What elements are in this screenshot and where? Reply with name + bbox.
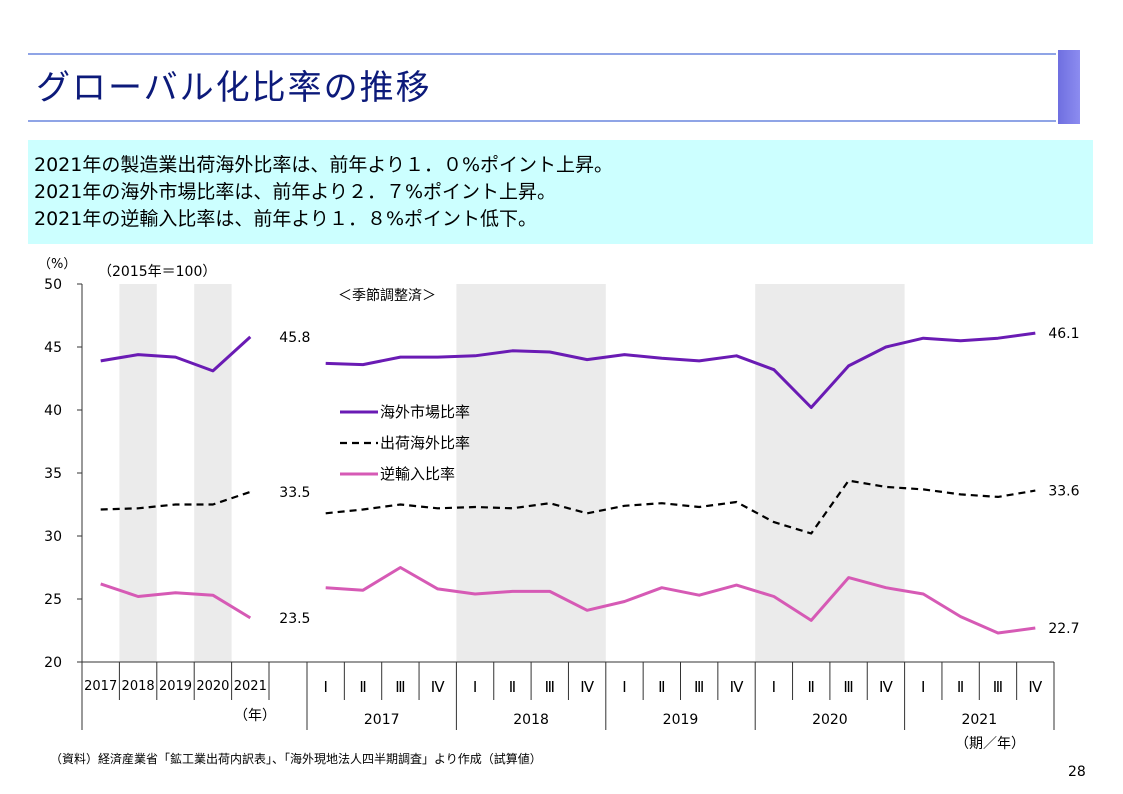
- x-quarter-tick-label: Ⅲ: [545, 678, 555, 696]
- x-quarter-tick-label: Ⅱ: [658, 678, 665, 696]
- x-quarter-tick-label: Ⅱ: [808, 678, 815, 696]
- x-year-label: 2021: [961, 712, 997, 728]
- x-quarter-tick-label: Ⅲ: [843, 678, 853, 696]
- page-number: 28: [1068, 764, 1086, 780]
- shade-quarterly-2018: [456, 284, 606, 662]
- x-annual-tick-label: 2018: [122, 679, 155, 694]
- quarterly-end-label: 33.6: [1048, 484, 1079, 500]
- x-quarterly-unit-label: （期／年）: [955, 736, 1025, 752]
- annual-end-label: 23.5: [279, 611, 310, 627]
- shade-annual-2018: [119, 284, 157, 662]
- globalization-ratio-chart: 20 25 30 35 40 45 50 （%） （2015年＝100） ＜季節調整済＞ 2017 2…: [38, 257, 1080, 752]
- quarterly-series-line-逆輸入比率: [325, 566, 1036, 635]
- title-rule-top: [28, 53, 1056, 55]
- summary-box: 2021年の製造業出荷海外比率は、前年より１．０%ポイント上昇。 2021年の海…: [28, 140, 1093, 244]
- legend-label: 出荷海外比率: [380, 434, 470, 452]
- x-year-label: 2020: [812, 712, 848, 728]
- x-quarter-tick-label: Ⅰ: [473, 678, 477, 696]
- x-quarter-tick-label: Ⅲ: [694, 678, 704, 696]
- x-annual-tick-label: 2019: [159, 679, 192, 694]
- y-tick-label: 25: [44, 592, 62, 608]
- quarterly-series-line-出荷海外比率: [325, 479, 1036, 535]
- quarterly-end-label: 46.1: [1048, 326, 1079, 342]
- x-quarter-tick-label: Ⅱ: [359, 678, 366, 696]
- shade-annual-2020: [194, 284, 232, 662]
- x-quarter-tick-label: Ⅰ: [921, 678, 925, 696]
- x-quarter-tick-label: Ⅱ: [509, 678, 516, 696]
- summary-line-2: 2021年の海外市場比率は、前年より２．７%ポイント上昇。: [34, 181, 557, 203]
- title-accent-block: [1058, 50, 1080, 124]
- x-annual-unit-label: （年）: [234, 708, 276, 724]
- x-quarter-tick-label: Ⅳ: [431, 678, 445, 696]
- annual-end-label: 45.8: [279, 330, 310, 346]
- y-tick-label: 35: [44, 466, 62, 482]
- annual-end-label: 33.5: [279, 485, 310, 501]
- summary-line-3: 2021年の逆輸入比率は、前年より１．８%ポイント低下。: [34, 208, 538, 230]
- x-annual-tick-label: 2020: [196, 679, 229, 694]
- quarterly-end-label: 22.7: [1048, 621, 1079, 637]
- x-year-label: 2018: [513, 712, 549, 728]
- x-quarter-tick-label: Ⅱ: [957, 678, 964, 696]
- x-quarter-tick-label: Ⅰ: [323, 678, 327, 696]
- x-quarter-tick-label: Ⅰ: [772, 678, 776, 696]
- y-tick-label: 45: [44, 340, 62, 356]
- base-note: （2015年＝100）: [98, 264, 216, 280]
- x-year-label: 2017: [364, 712, 400, 728]
- source-note: （資料）経済産業省「鉱工業出荷内訳表」、「海外現地法人四半期調査」より作成（試算…: [50, 752, 542, 766]
- x-quarter-tick-label: Ⅰ: [622, 678, 626, 696]
- x-quarter-tick-label: Ⅲ: [395, 678, 405, 696]
- title-rule-bottom: [28, 120, 1056, 122]
- x-annual-tick-label: 2017: [84, 679, 117, 694]
- x-quarter-tick-label: Ⅳ: [879, 678, 893, 696]
- y-tick-label: 40: [44, 403, 62, 419]
- x-annual-tick-label: 2021: [234, 679, 267, 694]
- x-quarter-tick-label: Ⅳ: [1028, 678, 1042, 696]
- quarterly-series-line-海外市場比率: [325, 331, 1036, 409]
- x-year-label: 2019: [663, 712, 699, 728]
- summary-line-1: 2021年の製造業出荷海外比率は、前年より１．０%ポイント上昇。: [34, 154, 614, 176]
- legend-label: 逆輸入比率: [380, 465, 455, 483]
- seasonal-note: ＜季節調整済＞: [338, 287, 436, 304]
- x-quarter-tick-label: Ⅲ: [993, 678, 1003, 696]
- legend-label: 海外市場比率: [380, 403, 470, 421]
- x-quarter-tick-label: Ⅳ: [730, 678, 744, 696]
- x-quarter-tick-label: Ⅳ: [580, 678, 594, 696]
- y-unit-label: （%）: [38, 257, 76, 272]
- y-tick-label: 20: [44, 655, 62, 671]
- page-title: グローバル化比率の推移: [36, 68, 432, 108]
- y-tick-label: 30: [44, 529, 62, 545]
- y-tick-label: 50: [44, 277, 62, 293]
- shade-quarterly-2020: [755, 284, 905, 662]
